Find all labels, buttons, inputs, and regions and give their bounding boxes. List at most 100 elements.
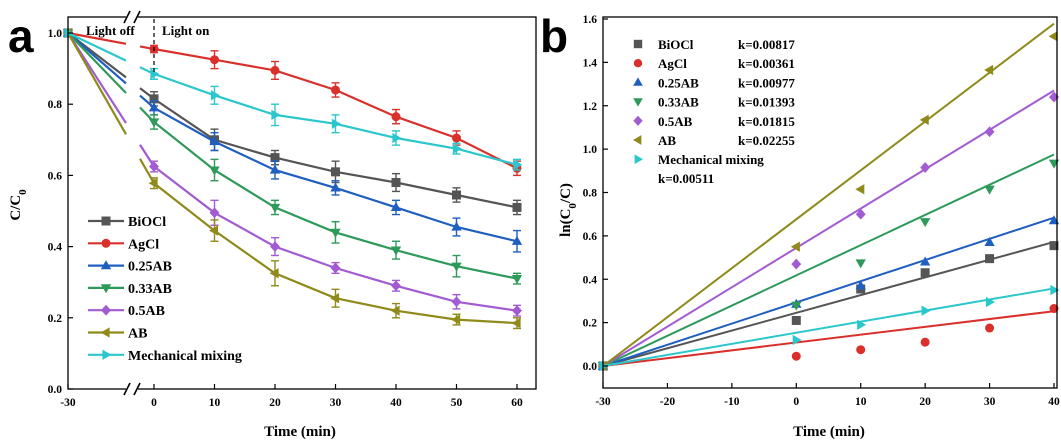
panel-b-y-tick-label: 1.6 (583, 14, 598, 26)
panel-b-data-point (921, 305, 931, 316)
light-off-annotation: Light off (86, 23, 135, 38)
panel-a-y-tick-label: 0.2 (48, 313, 63, 325)
panel-b-data-point (984, 126, 995, 138)
panel-a-legend-label: 0.5AB (128, 304, 165, 319)
panel-a-data-point (390, 246, 402, 256)
panel-a-data-point (330, 262, 341, 274)
panel-b-fit-line (602, 216, 1055, 367)
panel-a-x-tick-label: 0 (151, 397, 157, 409)
panel-a-data-point (390, 202, 402, 212)
panel-a-x-axis-title: Time (min) (264, 424, 336, 440)
panel-a-axis-break-mark (133, 382, 141, 396)
panel-a-series-ab (62, 27, 521, 330)
panel-a-data-point (269, 268, 279, 279)
panel-a-data-point (330, 228, 341, 238)
panel-a-data-point (150, 68, 160, 80)
panel-a-legend-marker (102, 349, 112, 360)
panel-a-break-mask-top (126, 13, 138, 21)
panel-b-series-ab (597, 22, 1058, 372)
panel-a-data-point (149, 94, 159, 104)
panel-a-legend-marker (101, 304, 111, 316)
panel-b-data-point (1048, 31, 1058, 42)
panel-a-axis-break-mark (133, 10, 141, 24)
panel-b-x-axis-title: Time (min) (793, 424, 865, 440)
panel-b-data-point (791, 258, 802, 270)
panel-b-legend-k-value: k=0.00511 (658, 171, 714, 186)
panel-b-data-point (791, 315, 801, 325)
panel-a-legend-label: 0.33AB (128, 282, 172, 297)
panel-a-legend-marker (100, 327, 110, 338)
panel-b-legend-k-value: k=0.01393 (738, 95, 795, 110)
panel-b-legend-label: 0.5AB (658, 114, 693, 129)
panel-b-data-point (984, 185, 995, 195)
panel-b-fit-line (602, 287, 1055, 367)
panel-b-legend-k-value: k=0.02255 (738, 133, 795, 148)
panel-a-break-mask-bottom (126, 385, 138, 393)
panel-b-data-point (791, 301, 802, 311)
panel-b-data-point (919, 114, 929, 126)
panel-a-data-point (330, 293, 340, 304)
panel-a-data-point (270, 153, 280, 163)
panel-b-data-point (984, 236, 995, 246)
panel-a-data-point (209, 136, 220, 146)
panel-b-y-tick-label: 1.4 (583, 57, 598, 69)
panel-b-data-point (1050, 284, 1060, 296)
panel-a-data-point (331, 85, 340, 95)
panel-a-y-tick-label: 0.0 (48, 384, 63, 396)
panel-a-data-point (452, 190, 461, 200)
panel-b-x-tick-label: -20 (660, 396, 676, 408)
panel-a-series-line-dark (139, 94, 155, 109)
panel-a-data-point (511, 317, 521, 329)
panel-b-data-point (790, 241, 800, 252)
panel-a-data-point (391, 280, 401, 292)
panel-a-series-biocl (63, 28, 522, 216)
panel-a-data-point (271, 109, 281, 121)
panel-a-x-tick-label: -30 (60, 397, 76, 409)
panel-a-data-point (512, 202, 522, 212)
panel-b-data-point (919, 218, 931, 228)
panel-b-data-point (856, 345, 866, 355)
panel-a-data-point (209, 207, 220, 219)
panel-b-data-point (920, 268, 930, 278)
panel-b-data-point (857, 319, 867, 330)
panel-a-series-0-25ab (62, 27, 523, 253)
panel-a-data-point (210, 90, 220, 101)
panel-a-legend-marker (101, 216, 111, 226)
panel-b-legend-k-value: k=0.00361 (738, 56, 795, 71)
panel-b-data-point (920, 337, 930, 347)
panel-b-series-0-25ab (597, 215, 1060, 370)
panel-a-series-mechanical-mixing (64, 27, 523, 171)
panel-a-data-point (511, 275, 523, 285)
panel-b-data-point (1049, 304, 1059, 314)
panel-b-data-point (985, 296, 995, 308)
panel-b-data-point (855, 259, 866, 269)
panel-b-fit-line (602, 241, 1055, 367)
panel-a-series-0-33ab (62, 29, 523, 285)
panel-b-legend-label: AB (658, 133, 676, 148)
panel-b-legend-marker (633, 39, 643, 49)
panel-b-fit-line (602, 89, 1055, 367)
panel-a-data-point (269, 164, 281, 174)
panel-a-legend-label: 0.25AB (128, 260, 172, 275)
panel-b-series-mechanical-mixing (599, 284, 1060, 372)
panel-b-data-point (919, 256, 931, 266)
panel-b-data-point (855, 208, 866, 220)
panel-a-letter: a (8, 10, 34, 62)
panel-b-legend-label: AgCl (658, 56, 687, 71)
panel-b-x-tick-label: -10 (724, 396, 740, 408)
panel-b-x-tick-label: -30 (595, 396, 611, 408)
panel-b-legend-k-value: k=0.01815 (738, 114, 795, 129)
panel-b-frame (602, 16, 1058, 389)
panel-a-y-tick-label: 1.0 (48, 28, 63, 40)
panel-a-data-point (269, 203, 281, 213)
panel-a-y-tick-label: 0.6 (48, 170, 63, 182)
panel-a-series-line-dark (67, 32, 127, 94)
panel-a-series-line-dark (67, 32, 127, 62)
panel-b-series-agcl (598, 304, 1059, 371)
panel-a-data-point (331, 167, 340, 177)
panel-a-series-line-dark (139, 144, 155, 168)
panel-b-data-point (791, 351, 801, 361)
panel-b-data-point (1049, 241, 1059, 251)
panel-a-data-point (148, 178, 158, 189)
